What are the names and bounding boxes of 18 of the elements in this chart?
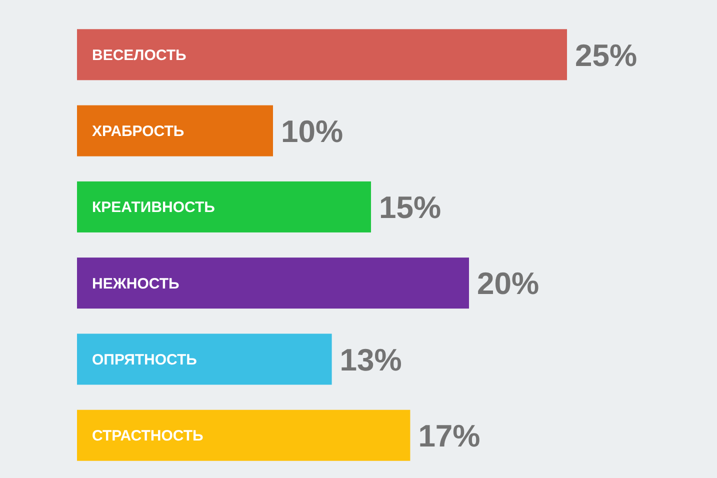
y-tick-label: НЕЖНОСТЬ <box>92 275 180 292</box>
bar <box>77 410 410 461</box>
y-tick-label: КРЕАТИВНОСТЬ <box>92 199 216 216</box>
bar <box>77 181 371 232</box>
data-label: 20% <box>477 266 540 302</box>
bar <box>77 29 567 80</box>
data-label: 10% <box>281 114 344 149</box>
data-label: 17% <box>418 418 480 454</box>
data-label: 15% <box>379 190 442 226</box>
y-tick-label: СТРАСТНОСТЬ <box>92 428 204 445</box>
bar <box>77 105 273 156</box>
y-tick-label: ХРАБРОСТЬ <box>92 123 184 140</box>
y-tick-label: ОПРЯТНОСТЬ <box>92 351 198 368</box>
bar <box>77 258 469 309</box>
data-label: 25% <box>575 38 638 73</box>
y-tick-label: ВЕСЕЛОСТЬ <box>92 46 186 64</box>
bar <box>77 334 332 385</box>
data-label: 13% <box>340 342 402 378</box>
